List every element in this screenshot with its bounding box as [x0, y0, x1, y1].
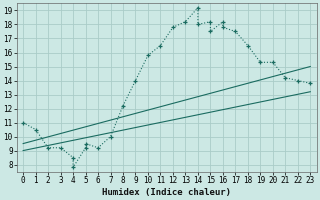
- X-axis label: Humidex (Indice chaleur): Humidex (Indice chaleur): [102, 188, 231, 197]
